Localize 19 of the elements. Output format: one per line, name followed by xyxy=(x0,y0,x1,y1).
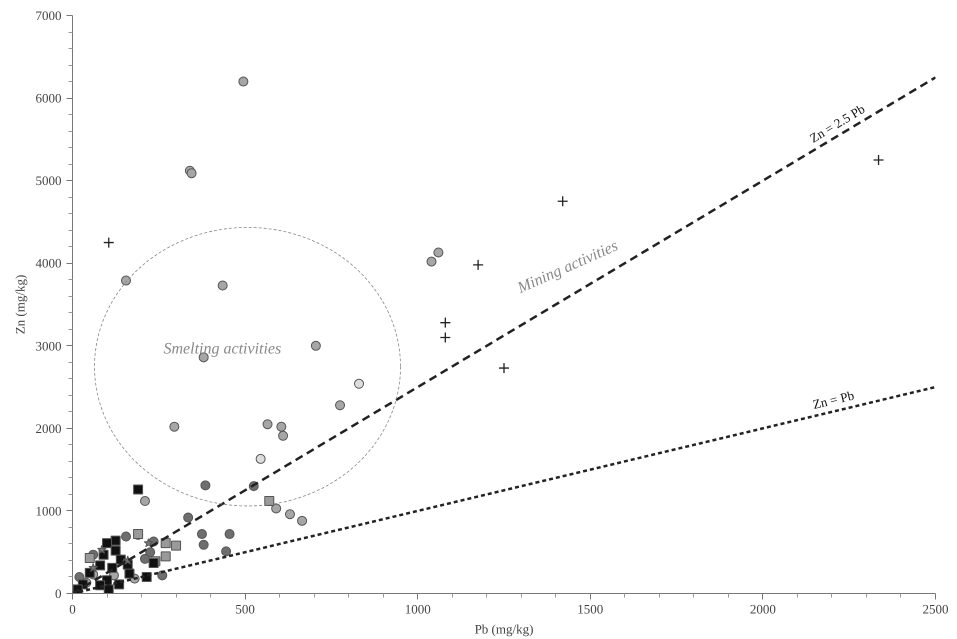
y-tick-label: 4000 xyxy=(36,256,62,271)
text: Zn = Pb xyxy=(811,388,856,412)
x-tick-label: 1500 xyxy=(577,602,604,616)
y-tick-label: 5000 xyxy=(36,173,62,188)
x-tick-label: 500 xyxy=(235,602,255,616)
x-tick-label: 1000 xyxy=(404,602,431,616)
annotation: Smelting activities xyxy=(164,340,282,358)
y-axis-title: Zn (mg/kg) xyxy=(12,274,28,334)
x-tick-label: 0 xyxy=(69,602,76,616)
y-tick-label: 0 xyxy=(55,586,62,601)
y-tick-label: 3000 xyxy=(36,338,62,354)
y-tick-label: 6000 xyxy=(36,90,62,106)
text: Zn = 2.5 Pb xyxy=(806,101,868,146)
y-tick-label: 2000 xyxy=(36,420,62,436)
x-axis-title: Pb (mg/kg) xyxy=(474,622,534,636)
x-tick-label: 2000 xyxy=(750,602,776,616)
x-tick-label: 2500 xyxy=(922,602,948,616)
y-tick-label: 1000 xyxy=(36,503,62,518)
y-tick-label: 7000 xyxy=(36,8,62,23)
